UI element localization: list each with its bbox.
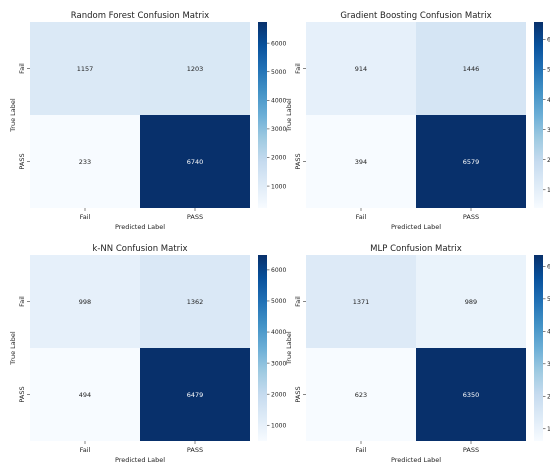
x-tick-label: PASS [187, 213, 203, 221]
cell-value-label: 6740 [187, 158, 204, 166]
heatmap-cell [306, 22, 416, 115]
heatmap-cell [30, 115, 140, 208]
y-axis-label: True Label [285, 98, 293, 133]
heatmap-cell [416, 115, 526, 208]
heatmap-cell [306, 255, 416, 348]
colorbar-tick-label: 6000 [547, 264, 550, 271]
chart-title: Gradient Boosting Confusion Matrix [340, 11, 491, 21]
colorbar-tick-label: 1000 [547, 426, 550, 433]
x-tick-label: PASS [463, 213, 479, 221]
heatmap-cell [416, 348, 526, 441]
colorbar-tick-label: 3000 [547, 361, 550, 368]
colorbar-tick-label: 2000 [547, 157, 550, 164]
heatmap-cell [30, 348, 140, 441]
colorbar-tick-label: 5000 [547, 296, 550, 303]
x-tick-label: Fail [356, 213, 367, 221]
y-tick-label: PASS [18, 153, 26, 169]
colorbar-tick-label: 1000 [271, 422, 286, 429]
colorbar-tick-label: 5000 [271, 298, 286, 305]
heatmap-cell [140, 22, 250, 115]
colorbar-tick-label: 2000 [547, 393, 550, 400]
colorbar-tick-label: 3000 [271, 126, 286, 133]
cell-value-label: 1157 [77, 65, 94, 73]
cell-value-label: 623 [355, 391, 367, 399]
colorbar-tick-label: 5000 [271, 69, 286, 76]
x-tick-label: PASS [463, 446, 479, 454]
heatmap-cell [416, 255, 526, 348]
colorbar [258, 22, 267, 208]
y-tick-label: Fail [294, 63, 302, 74]
heatmap-cell [416, 22, 526, 115]
colorbar-tick-label: 2000 [271, 155, 286, 162]
colorbar [534, 22, 543, 208]
x-axis-label: Predicted Label [391, 223, 441, 231]
confusion-matrix-panel-1: Random Forest Confusion Matrix 1157 1203 23… [9, 11, 286, 231]
colorbar-tick-label: 4000 [547, 329, 550, 336]
y-axis-label: True Label [9, 98, 17, 133]
cell-value-label: 1203 [187, 65, 204, 73]
colorbar-tick-label: 6000 [547, 37, 550, 44]
x-axis-label: Predicted Label [115, 456, 165, 464]
cell-value-label: 6479 [187, 391, 204, 399]
colorbar-tick-label: 1000 [547, 187, 550, 194]
colorbar-tick-label: 4000 [271, 98, 286, 105]
cell-value-label: 1371 [353, 298, 370, 306]
cell-value-label: 914 [355, 65, 367, 73]
y-tick-label: Fail [18, 296, 26, 307]
x-axis-label: Predicted Label [115, 223, 165, 231]
colorbar [258, 255, 267, 441]
x-tick-label: Fail [356, 446, 367, 454]
confusion-matrix-panel-3: k-NN Confusion Matrix 998 1362 494 6479 Fail P… [9, 244, 286, 464]
colorbar [534, 255, 543, 441]
y-tick-label: Fail [294, 296, 302, 307]
x-tick-label: Fail [80, 446, 91, 454]
cell-value-label: 494 [79, 391, 91, 399]
cell-value-label: 998 [79, 298, 91, 306]
heatmap-cell [140, 348, 250, 441]
y-tick-label: PASS [294, 386, 302, 402]
x-tick-label: Fail [80, 213, 91, 221]
heatmap-cell [30, 22, 140, 115]
y-tick-label: Fail [18, 63, 26, 74]
heatmap-cell [140, 115, 250, 208]
chart-title: k-NN Confusion Matrix [92, 244, 187, 254]
y-tick-label: PASS [294, 153, 302, 169]
heatmap-cell [306, 115, 416, 208]
cell-value-label: 989 [465, 298, 477, 306]
heatmap-cell [30, 255, 140, 348]
x-axis-label: Predicted Label [391, 456, 441, 464]
colorbar-tick-label: 4000 [547, 97, 550, 104]
colorbar-tick-label: 4000 [271, 329, 286, 336]
colorbar-tick-label: 3000 [547, 127, 550, 134]
chart-title: Random Forest Confusion Matrix [71, 11, 209, 21]
y-tick-label: PASS [18, 386, 26, 402]
colorbar-tick-label: 5000 [547, 67, 550, 74]
cell-value-label: 394 [355, 158, 367, 166]
colorbar-tick-label: 3000 [271, 360, 286, 367]
colorbar-tick-label: 2000 [271, 391, 286, 398]
colorbar-tick-label: 6000 [271, 40, 286, 47]
cell-value-label: 1446 [463, 65, 480, 73]
heatmap-cell [140, 255, 250, 348]
confusion-matrix-panel-4: MLP Confusion Matrix 1371 989 623 6350 Fail PA… [285, 244, 550, 464]
x-tick-label: PASS [187, 446, 203, 454]
chart-title: MLP Confusion Matrix [370, 244, 462, 254]
colorbar-tick-label: 1000 [271, 183, 286, 190]
cell-value-label: 1362 [187, 298, 204, 306]
heatmap-cell [306, 348, 416, 441]
y-axis-label: True Label [9, 331, 17, 366]
colorbar-tick-label: 6000 [271, 267, 286, 274]
cell-value-label: 6350 [463, 391, 480, 399]
cell-value-label: 6579 [463, 158, 480, 166]
confusion-matrix-panel-2: Gradient Boosting Confusion Matrix 914 144… [285, 11, 550, 231]
cell-value-label: 233 [79, 158, 91, 166]
y-axis-label: True Label [285, 331, 293, 366]
